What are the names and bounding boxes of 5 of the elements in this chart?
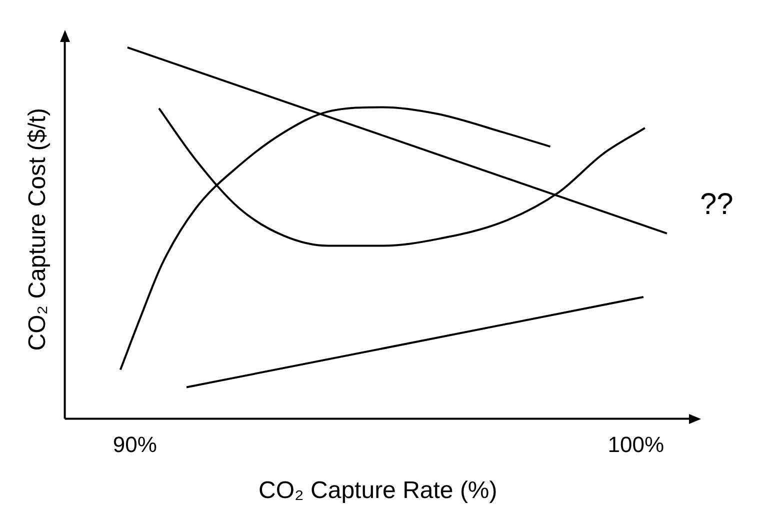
- x-tick-label: 90%: [112, 432, 157, 458]
- x-axis-title: CO₂ Capture Rate (%): [258, 477, 498, 504]
- text: ??: [700, 188, 734, 222]
- x-tick-label: 100%: [608, 432, 664, 458]
- y-axis-title: CO₂ Capture Cost ($/t): [24, 108, 52, 351]
